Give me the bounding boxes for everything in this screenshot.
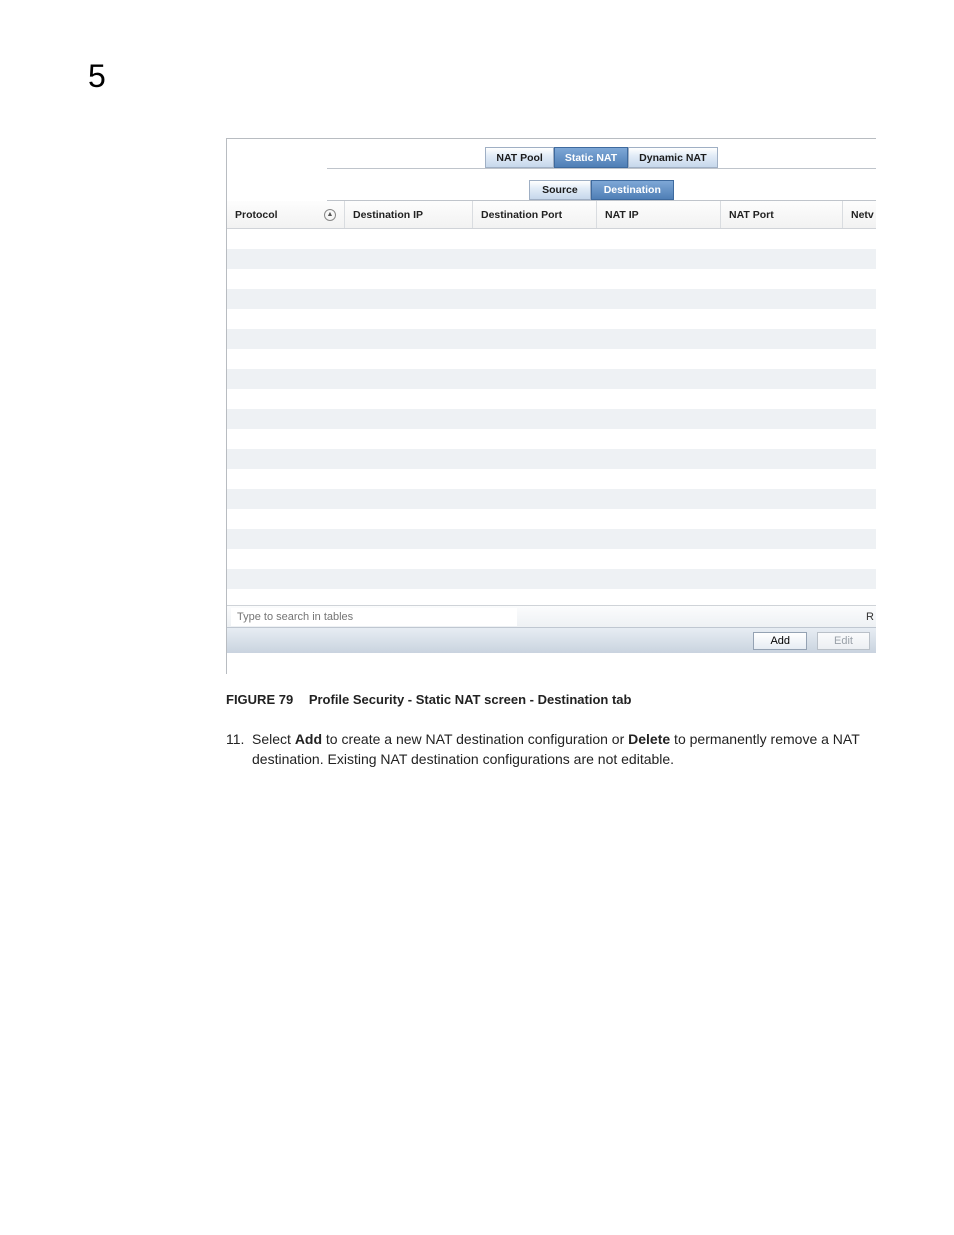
table-row[interactable] xyxy=(227,329,876,349)
table-body xyxy=(227,229,876,605)
step-11: 11. Select Add to create a new NAT desti… xyxy=(226,729,874,770)
figure-title: Profile Security - Static NAT screen - D… xyxy=(309,692,632,707)
top-tabs: NAT PoolStatic NATDynamic NAT xyxy=(485,147,717,168)
table-row[interactable] xyxy=(227,249,876,269)
column-label: Destination IP xyxy=(353,209,423,221)
column-label: NAT Port xyxy=(729,209,774,221)
table-row[interactable] xyxy=(227,529,876,549)
step-delete-bold: Delete xyxy=(628,731,670,747)
column-label: Netv xyxy=(851,209,874,221)
step-pre: Select xyxy=(252,731,295,747)
table-row[interactable] xyxy=(227,569,876,589)
row-count-label: R xyxy=(866,611,876,623)
column-header[interactable]: Netv xyxy=(843,201,876,228)
nat-screenshot: NAT PoolStatic NATDynamic NAT SourceDest… xyxy=(226,138,876,674)
sub-tabs-band: SourceDestination xyxy=(327,169,876,201)
top-tabs-band: NAT PoolStatic NATDynamic NAT xyxy=(327,139,876,169)
search-input[interactable] xyxy=(231,608,517,626)
step-text: Select Add to create a new NAT destinati… xyxy=(252,729,874,770)
table-row[interactable] xyxy=(227,489,876,509)
add-button[interactable]: Add xyxy=(753,632,807,650)
top-tab-static-nat[interactable]: Static NAT xyxy=(554,147,628,168)
edit-button: Edit xyxy=(817,632,870,650)
search-band: R xyxy=(227,605,876,627)
column-label: Protocol xyxy=(235,209,278,221)
table-row[interactable] xyxy=(227,589,876,605)
figure-caption: FIGURE 79 Profile Security - Static NAT … xyxy=(226,692,631,707)
table-row[interactable] xyxy=(227,469,876,489)
figure-label: FIGURE 79 xyxy=(226,692,293,707)
table-header: Protocol ▲ Destination IP Destination Port N… xyxy=(227,201,876,229)
sub-tab-source[interactable]: Source xyxy=(529,180,591,200)
column-header[interactable]: NAT Port xyxy=(721,201,843,228)
top-tab-dynamic-nat[interactable]: Dynamic NAT xyxy=(628,147,718,168)
table-row[interactable] xyxy=(227,429,876,449)
sub-tab-destination[interactable]: Destination xyxy=(591,180,674,200)
sub-tabs: SourceDestination xyxy=(529,180,674,200)
table-row[interactable] xyxy=(227,449,876,469)
table-row[interactable] xyxy=(227,509,876,529)
column-label: Destination Port xyxy=(481,209,562,221)
step-mid: to create a new NAT destination configur… xyxy=(322,731,628,747)
table-row[interactable] xyxy=(227,269,876,289)
column-header[interactable]: Destination IP xyxy=(345,201,473,228)
column-label: NAT IP xyxy=(605,209,639,221)
column-header[interactable]: Protocol ▲ xyxy=(227,201,345,228)
table-row[interactable] xyxy=(227,389,876,409)
top-tab-nat-pool[interactable]: NAT Pool xyxy=(485,147,553,168)
table-row[interactable] xyxy=(227,229,876,249)
table-row[interactable] xyxy=(227,549,876,569)
table-row[interactable] xyxy=(227,409,876,429)
column-header[interactable]: NAT IP xyxy=(597,201,721,228)
step-number: 11. xyxy=(226,729,252,770)
action-band: Add Edit xyxy=(227,627,876,653)
sort-asc-icon[interactable]: ▲ xyxy=(324,209,336,221)
table-row[interactable] xyxy=(227,289,876,309)
column-header[interactable]: Destination Port xyxy=(473,201,597,228)
table-row[interactable] xyxy=(227,309,876,329)
page-number: 5 xyxy=(88,58,106,95)
table-row[interactable] xyxy=(227,369,876,389)
table-row[interactable] xyxy=(227,349,876,369)
step-add-bold: Add xyxy=(295,731,322,747)
